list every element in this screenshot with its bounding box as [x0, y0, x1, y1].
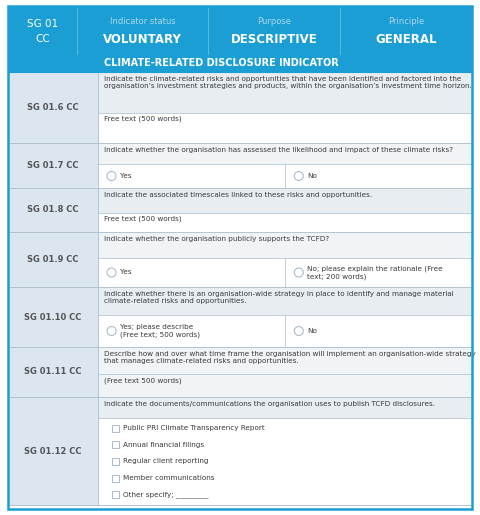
Bar: [97, 232, 472, 287]
Text: Annual financial filings: Annual financial filings: [122, 442, 204, 448]
Bar: [97, 188, 472, 213]
Text: Indicator status: Indicator status: [110, 17, 175, 26]
Text: DESCRIPTIVE: DESCRIPTIVE: [231, 33, 318, 46]
Bar: [8, 232, 97, 287]
Text: SG 01.10 CC: SG 01.10 CC: [24, 313, 82, 321]
Text: SG 01: SG 01: [27, 19, 58, 29]
Bar: [8, 347, 97, 397]
Bar: [97, 143, 472, 164]
Text: SG 01.9 CC: SG 01.9 CC: [27, 255, 79, 264]
Text: Indicate whether the organisation publicly supports the TCFD?: Indicate whether the organisation public…: [104, 236, 329, 242]
Text: Indicate the documents/communications the organisation uses to publish TCFD disc: Indicate the documents/communications th…: [104, 401, 434, 407]
Text: GENERAL: GENERAL: [375, 33, 437, 46]
Bar: [111, 458, 119, 465]
Text: Yes: Yes: [120, 269, 132, 276]
Bar: [208, 6, 340, 54]
Text: Yes; please describe
(Free text; 500 words): Yes; please describe (Free text; 500 wor…: [120, 324, 200, 338]
Bar: [111, 425, 119, 432]
Text: Free text (500 words): Free text (500 words): [104, 216, 181, 222]
Text: Regular client reporting: Regular client reporting: [122, 458, 208, 465]
Text: SG 01.6 CC: SG 01.6 CC: [27, 103, 79, 112]
Text: SG 01.7 CC: SG 01.7 CC: [27, 161, 79, 170]
Bar: [97, 72, 472, 113]
Bar: [97, 397, 472, 418]
Bar: [97, 164, 472, 188]
Bar: [97, 143, 472, 188]
Bar: [8, 6, 77, 54]
Bar: [97, 374, 472, 397]
Bar: [97, 347, 472, 374]
Text: No; please explain the rationale (Free
text; 200 words): No; please explain the rationale (Free t…: [307, 266, 443, 280]
Text: SG 01.12 CC: SG 01.12 CC: [24, 447, 82, 455]
Bar: [97, 72, 472, 143]
Text: SG 01.11 CC: SG 01.11 CC: [24, 368, 82, 376]
Bar: [8, 397, 97, 505]
Text: Free text (500 words): Free text (500 words): [104, 116, 181, 123]
Text: Other specify; _________: Other specify; _________: [122, 491, 208, 498]
Text: CC: CC: [35, 33, 50, 44]
Text: Member communications: Member communications: [122, 475, 214, 481]
Bar: [77, 6, 208, 54]
Text: CLIMATE-RELATED DISCLOSURE INDICATOR: CLIMATE-RELATED DISCLOSURE INDICATOR: [104, 58, 338, 68]
Bar: [97, 287, 472, 315]
Bar: [8, 287, 97, 347]
Bar: [97, 397, 472, 505]
Text: Indicate whether there is an organisation-wide strategy in place to identify and: Indicate whether there is an organisatio…: [104, 291, 453, 304]
Text: VOLUNTARY: VOLUNTARY: [103, 33, 182, 46]
Bar: [97, 232, 472, 258]
Text: Purpose: Purpose: [257, 17, 291, 26]
Bar: [97, 418, 472, 505]
Bar: [8, 72, 97, 143]
Text: Indicate whether the organisation has assessed the likelihood and impact of thes: Indicate whether the organisation has as…: [104, 147, 453, 153]
Text: Describe how and over what time frame the organisation will implement an organis: Describe how and over what time frame th…: [104, 351, 475, 364]
Bar: [111, 441, 119, 449]
Bar: [8, 188, 97, 232]
Bar: [97, 287, 472, 347]
Text: No: No: [307, 328, 317, 334]
Bar: [97, 258, 472, 287]
Bar: [111, 475, 119, 482]
Text: Indicate the climate-related risks and opportunities that have been identified a: Indicate the climate-related risks and o…: [104, 76, 471, 89]
Text: (Free text 500 words): (Free text 500 words): [104, 377, 181, 384]
Text: Yes: Yes: [120, 173, 132, 179]
Text: Indicate the associated timescales linked to these risks and opportunities.: Indicate the associated timescales linke…: [104, 192, 372, 198]
Bar: [97, 347, 472, 397]
Text: Principle: Principle: [388, 17, 424, 26]
Bar: [97, 315, 472, 347]
Bar: [97, 113, 472, 143]
Bar: [340, 6, 472, 54]
Bar: [8, 143, 97, 188]
Bar: [8, 54, 472, 72]
Bar: [97, 213, 472, 232]
Bar: [97, 188, 472, 232]
Text: Public PRI Climate Transparency Report: Public PRI Climate Transparency Report: [122, 425, 264, 431]
Text: SG 01.8 CC: SG 01.8 CC: [27, 205, 79, 215]
Text: No: No: [307, 173, 317, 179]
Bar: [111, 491, 119, 498]
